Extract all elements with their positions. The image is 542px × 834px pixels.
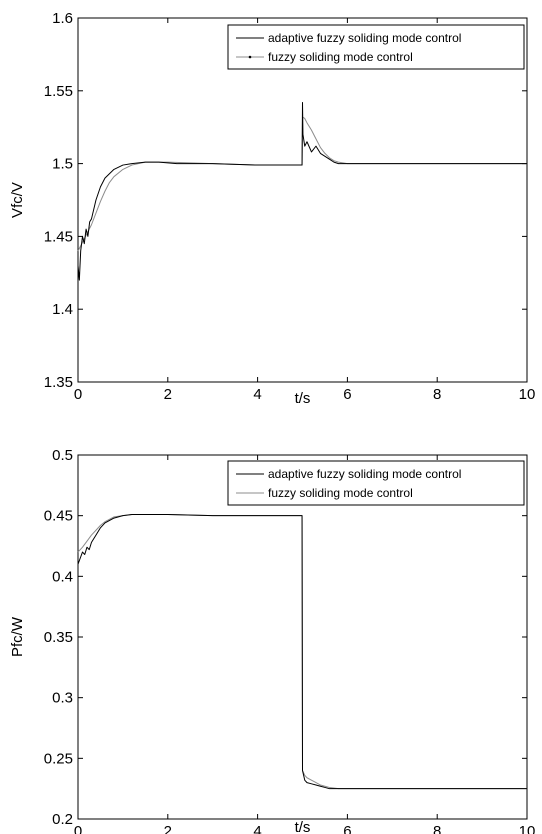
- y-axis-label: Vfc/V: [9, 182, 26, 218]
- y-tick-label: 1.45: [44, 228, 73, 245]
- x-tick-label: 0: [74, 823, 82, 834]
- legend-box: [227, 24, 525, 70]
- y-tick-label: 1.4: [52, 301, 73, 318]
- x-tick-label: 10: [519, 386, 536, 403]
- y-tick-label: 1.5: [52, 156, 73, 173]
- y-tick-label: 1.35: [44, 374, 73, 391]
- x-tick-label: 10: [519, 823, 536, 834]
- x-tick-label: 4: [253, 386, 261, 403]
- legend-box: [227, 460, 525, 506]
- subplot-1: 0 2 4 6 8 10 1.35 1.4 1.45 1.5 1.55 1.6 t/s Vfc/V adap…: [9, 10, 535, 407]
- y-tick-label: 0.4: [52, 568, 73, 585]
- y-tick-label: 0.2: [52, 811, 73, 828]
- legend-marker: [248, 55, 252, 59]
- y-tick-label: 1.6: [52, 10, 73, 27]
- legend-label: adaptive fuzzy soliding mode control: [268, 31, 461, 45]
- legend-label: fuzzy soliding mode control: [268, 50, 413, 64]
- x-tick-label: 2: [164, 823, 172, 834]
- y-tick-label: 0.35: [44, 629, 73, 646]
- legend: adaptive fuzzy soliding mode control fuzz…: [227, 24, 525, 70]
- y-tick-label: 1.55: [44, 83, 73, 100]
- plot-area: [77, 17, 528, 383]
- x-tick-label: 8: [433, 386, 441, 403]
- x-tick-label: 4: [253, 823, 261, 834]
- legend-label: fuzzy soliding mode control: [268, 486, 413, 500]
- y-tick-label: 0.45: [44, 508, 73, 525]
- x-tick-label: 6: [343, 823, 351, 834]
- series-line-adaptive-fuzzy-smc: [77, 513, 527, 790]
- y-tick-label: 0.25: [44, 750, 73, 767]
- series-line-adaptive-fuzzy-smc: [77, 101, 527, 281]
- y-axis-label: Pfc/W: [9, 616, 26, 657]
- x-axis-label: t/s: [295, 819, 311, 834]
- y-tick-label: 0.3: [52, 690, 73, 707]
- subplot-2: 0 2 4 6 8 10 0.2 0.25 0.3 0.35 0.4 0.45 0.5 t/s Pfc/W a…: [9, 447, 535, 834]
- y-tick-label: 0.5: [52, 447, 73, 464]
- legend-label: adaptive fuzzy soliding mode control: [268, 467, 461, 481]
- x-tick-label: 6: [343, 386, 351, 403]
- x-axis-label: t/s: [295, 390, 311, 407]
- x-tick-label: 2: [164, 386, 172, 403]
- x-tick-label: 0: [74, 386, 82, 403]
- legend: adaptive fuzzy soliding mode control fuzz…: [227, 460, 525, 506]
- x-tick-label: 8: [433, 823, 441, 834]
